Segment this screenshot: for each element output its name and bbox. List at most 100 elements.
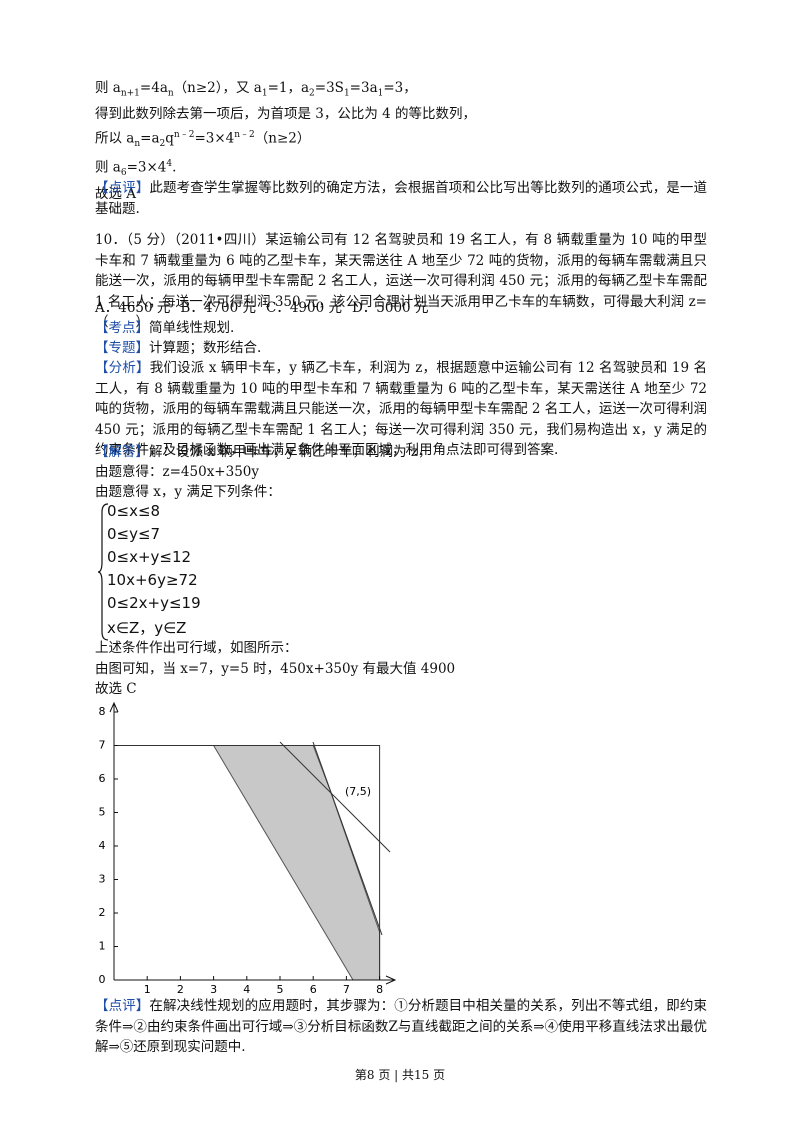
- x-tick-label: 1: [144, 983, 151, 996]
- y-arrow: [109, 701, 119, 713]
- text-run: =4a: [139, 80, 168, 96]
- kaodian: 【考点】简单线性规划.: [95, 318, 707, 339]
- x-tick-label: 2: [177, 983, 184, 996]
- text-run: （n≥2），又 a: [173, 80, 262, 96]
- constraint: 0≤y≤7: [107, 525, 161, 543]
- text-run: =3a: [349, 80, 378, 96]
- subscript: 1: [377, 88, 384, 99]
- line: 得到此数列除去第一项后，为首项是 3，公比为 4 的等比数列，: [95, 104, 707, 125]
- line: 则 an+1=4an（n≥2），又 a1=1，a2=3S1=3a1=3，: [95, 78, 707, 104]
- constraint: 10x+6y≥72: [107, 571, 198, 589]
- zhuanti: 【专题】计算题；数形结合.: [95, 338, 707, 359]
- superscript: n﹣2: [234, 129, 255, 140]
- jieda-text: 解：设派 x 辆甲卡车，y 辆乙卡车，利润为 z，: [149, 444, 432, 460]
- text-run: （n≥2）: [254, 130, 311, 147]
- constraint: 0≤x≤8: [107, 502, 161, 520]
- constraint: x∈Z，y∈Z: [107, 619, 187, 637]
- subscript: 2: [309, 88, 315, 99]
- conclusion: 上述条件作出可行域，如图所示： 由图可知，当 x=7，y=5 时，450x+350…: [95, 638, 707, 700]
- option: A．4650 元: [95, 300, 171, 316]
- constraint-line: [279, 741, 391, 853]
- constraint: 0≤x+y≤12: [107, 548, 192, 566]
- x-tick-label: 6: [310, 983, 317, 996]
- subscript: n: [167, 88, 174, 99]
- line: 上述条件作出可行域，如图所示：: [95, 640, 298, 656]
- tag: 【点评】: [95, 180, 150, 196]
- subscript: n: [134, 138, 141, 149]
- y-tick-label: 3: [99, 873, 106, 886]
- options: A．4650 元 B．4700 元 C．4900 元 D．5000 元: [95, 298, 707, 319]
- text-run: =1，a: [267, 80, 310, 96]
- step: 由题意得：z=450x+350y: [95, 464, 260, 480]
- text-run: 则 a: [95, 80, 121, 96]
- x-tick-label: 5: [277, 983, 284, 996]
- boundary-box: [114, 745, 381, 980]
- text-run: 故选 A: [95, 186, 137, 203]
- line: 则 a6=3×44.: [95, 154, 707, 184]
- constraint: 0≤2x+y≤19: [107, 594, 201, 612]
- dianping: 【点评】在解决线性规划的应用题时，其步骤为：①分析题目中相关量的关系，列出不等式…: [95, 996, 707, 1058]
- subscript: 1: [261, 88, 268, 99]
- option: C．4900 元: [265, 300, 342, 316]
- x-arrow: [385, 975, 397, 985]
- line: 所以 an=a2qn﹣2=3×4n﹣2（n≥2）: [95, 125, 707, 155]
- text-run: 则 a: [95, 159, 121, 176]
- tag: 【分析】: [95, 360, 150, 376]
- tag: 【解答】: [95, 444, 149, 460]
- feasible-region: [212, 745, 381, 981]
- option: B．4700 元: [180, 300, 256, 316]
- step: 由题意得 x，y 满足下列条件：: [95, 484, 281, 500]
- subscript: 6: [120, 168, 127, 179]
- y-tick-label: 6: [99, 772, 106, 785]
- text-run: 得到此数列除去第一项后，为首项是 3，公比为 4 的等比数列，: [95, 106, 477, 123]
- x-tick-label: 4: [243, 983, 250, 996]
- previous-solution: 则 an+1=4an（n≥2），又 a1=1，a2=3S1=3a1=3， 得到此数…: [95, 78, 707, 205]
- tag: 【专题】: [95, 340, 149, 356]
- y-tick-label: 0: [99, 973, 106, 986]
- jieda: 【解答】解：设派 x 辆甲卡车，y 辆乙卡车，利润为 z，: [95, 442, 707, 463]
- y-tick-label: 1: [99, 940, 106, 953]
- x-tick-label: 3: [210, 983, 217, 996]
- constraint-line: [312, 741, 383, 936]
- y-tick-label: 2: [99, 906, 106, 919]
- subscript: 2: [159, 138, 166, 149]
- line: 故选 A: [95, 184, 707, 205]
- text-run: =a: [140, 130, 160, 147]
- subscript: n+1: [120, 88, 140, 99]
- question-stem: 10．（5 分）（2011•四川）某运输公司有 12 名驾驶员和 19 名工人，…: [95, 232, 707, 330]
- text-run: =3，: [383, 80, 417, 96]
- brace: [97, 503, 109, 641]
- tag: 【点评】: [95, 998, 150, 1014]
- text-run: q: [165, 130, 174, 147]
- option: D．5000 元: [351, 300, 429, 316]
- superscript: 4: [166, 159, 173, 170]
- text-run: 所以 a: [95, 130, 135, 147]
- text-run: .: [172, 159, 177, 176]
- y-tick-label: 8: [99, 705, 106, 718]
- superscript: n﹣2: [173, 129, 195, 140]
- text-run: =3×4: [126, 159, 167, 176]
- footer: 第8 页 | 共15 页: [354, 1068, 446, 1082]
- y-tick-label: 7: [99, 739, 106, 752]
- y-tick-label: 5: [99, 806, 106, 819]
- subscript: 1: [343, 88, 350, 99]
- line: 由图可知，当 x=7，y=5 时，450x+350y 有最大值 4900: [95, 660, 456, 677]
- comment: 【点评】此题考查学生掌握等比数列的确定方法，会根据首项和公比写出等比数列的通项公…: [95, 178, 707, 219]
- constraint-system: 0≤x≤8 0≤y≤7 0≤x+y≤12 10x+6y≥72 0≤2x+y≤19 x∈Z，…: [97, 502, 217, 642]
- y-tick-label: 4: [99, 839, 106, 852]
- text-run: =3×4: [194, 130, 235, 147]
- point-label: (7,5): [345, 785, 371, 798]
- fenxi-text: 我们设派 x 辆甲卡车，y 辆乙卡车，利润为 z，根据题意中运输公司有 12 名…: [95, 360, 708, 458]
- feasible-region-figure: (7,5) 1 2 3 4 5 6 7 8 0 1 2 3 4 5 6 7 8: [99, 701, 397, 996]
- line: 故选 C: [95, 681, 137, 697]
- x-tick-label: 8: [376, 983, 383, 996]
- kaodian-text: 简单线性规划.: [149, 320, 235, 336]
- text-run: =3S: [314, 80, 344, 96]
- zhuanti-text: 计算题；数形结合.: [149, 340, 262, 356]
- x-tick-label: 7: [343, 983, 350, 996]
- comment-text: 此题考查学生掌握等比数列的确定方法，会根据首项和公比写出等比数列的通项公式，是一…: [95, 180, 708, 217]
- tag: 【考点】: [95, 320, 149, 336]
- fenxi: 【分析】我们设派 x 辆甲卡车，y 辆乙卡车，利润为 z，根据题意中运输公司有 …: [95, 358, 707, 461]
- dianping-text: 在解决线性规划的应用题时，其步骤为：①分析题目中相关量的关系，列出不等式组，即约…: [95, 998, 708, 1055]
